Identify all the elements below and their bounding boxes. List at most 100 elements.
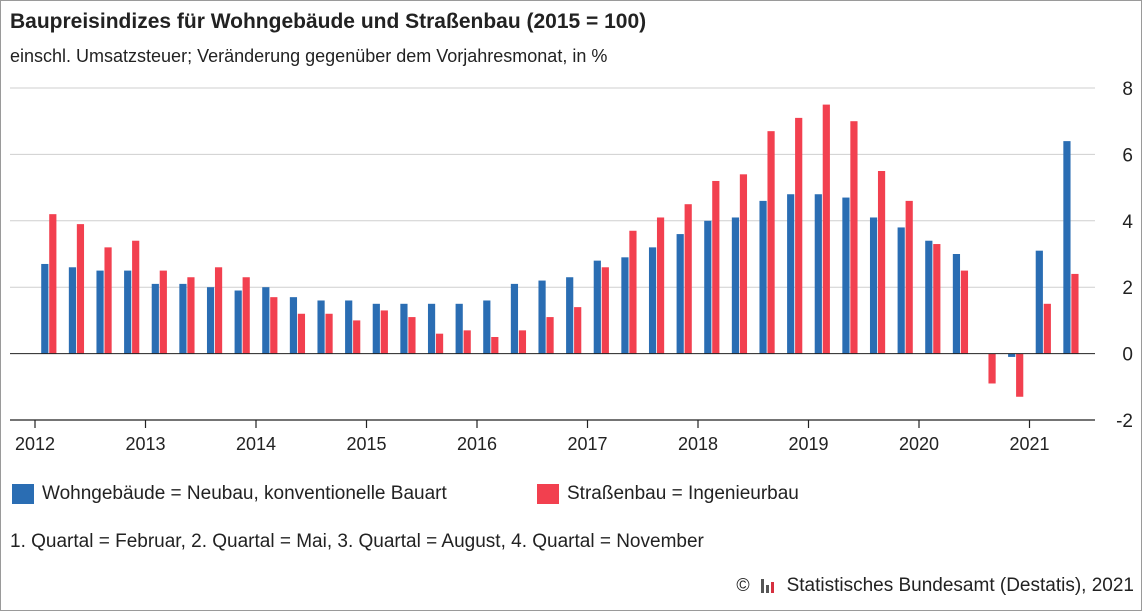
- bar-wohngebaeude: [483, 300, 491, 354]
- bar-chart: -2 0 2 4 6 8 2012 2013 2014 2015 2016 2017 2018 2019 2…: [10, 79, 1133, 454]
- bar-strassenbau: [546, 317, 554, 354]
- bar-strassenbau: [795, 117, 803, 354]
- bar-wohngebaeude: [372, 303, 380, 354]
- legend-label-strassenbau: Straßenbau = Ingenieurbau: [567, 483, 799, 504]
- x-tick-label: 2020: [899, 434, 939, 454]
- bar-strassenbau: [159, 270, 167, 354]
- bar-strassenbau: [822, 104, 830, 354]
- bar-strassenbau: [49, 214, 57, 354]
- bar-strassenbau: [353, 320, 361, 354]
- bar-strassenbau: [629, 230, 637, 354]
- bar-strassenbau: [132, 240, 140, 354]
- bar-wohngebaeude: [759, 200, 767, 354]
- bar-wohngebaeude: [621, 257, 629, 354]
- bar-wohngebaeude: [96, 270, 104, 354]
- bar-wohngebaeude: [262, 287, 270, 354]
- bar-wohngebaeude: [124, 270, 132, 354]
- x-tick-label: 2014: [236, 434, 276, 454]
- bar-wohngebaeude: [814, 194, 822, 354]
- bar-strassenbau: [960, 270, 969, 354]
- bar-wohngebaeude: [538, 280, 546, 354]
- bar-wohngebaeude: [1063, 141, 1071, 354]
- source-text: Statistisches Bundesamt (Destatis), 2021: [786, 575, 1134, 596]
- bar-strassenbau: [1071, 273, 1079, 354]
- bar-wohngebaeude: [704, 220, 712, 354]
- x-tick-label: 2015: [346, 434, 386, 454]
- bar-strassenbau: [850, 121, 858, 354]
- bar-wohngebaeude: [427, 303, 436, 354]
- bar-strassenbau: [1043, 303, 1051, 354]
- bar-wohngebaeude: [566, 277, 574, 354]
- bar-strassenbau: [408, 317, 416, 354]
- bar-wohngebaeude: [869, 217, 878, 354]
- bar-wohngebaeude: [925, 240, 933, 354]
- bar-strassenbau: [988, 353, 996, 384]
- bar-wohngebaeude: [648, 247, 657, 354]
- bar-wohngebaeude: [897, 227, 905, 354]
- bar-wohngebaeude: [510, 283, 519, 354]
- y-tick-label: 8: [1122, 79, 1133, 100]
- bar-wohngebaeude: [234, 290, 242, 354]
- bar-strassenbau: [491, 337, 499, 354]
- bar-strassenbau: [877, 171, 886, 354]
- x-tick-label: 2018: [678, 434, 718, 454]
- bar-wohngebaeude: [345, 300, 353, 354]
- bar-wohngebaeude: [952, 254, 961, 354]
- bar-wohngebaeude: [289, 297, 298, 354]
- legend-label-wohngebaeude: Wohngebäude = Neubau, konventionelle Bau…: [42, 483, 447, 504]
- bar-strassenbau: [574, 307, 582, 354]
- bar-wohngebaeude: [41, 263, 49, 354]
- bar-strassenbau: [656, 217, 665, 354]
- source-line: © Statistisches Bundesamt (Destatis), 20…: [734, 575, 1134, 597]
- bar-wohngebaeude: [151, 283, 159, 354]
- bar-strassenbau: [297, 313, 306, 354]
- bar-wohngebaeude: [787, 194, 795, 354]
- quarter-footnote: 1. Quartal = Februar, 2. Quartal = Mai, …: [10, 531, 704, 552]
- x-tick-label: 2013: [125, 434, 165, 454]
- bar-wohngebaeude: [317, 300, 325, 354]
- bar-strassenbau: [712, 180, 720, 354]
- bar-strassenbau: [214, 267, 223, 354]
- bar-strassenbau: [905, 200, 913, 354]
- copyright-symbol: ©: [736, 575, 750, 595]
- y-tick-label: -2: [1116, 411, 1133, 432]
- bar-wohngebaeude: [842, 197, 850, 354]
- bar-strassenbau: [270, 297, 278, 354]
- bar-strassenbau: [463, 330, 471, 354]
- legend-swatch-strassenbau: [537, 484, 559, 504]
- bar-wohngebaeude: [731, 217, 740, 354]
- y-tick-label: 6: [1122, 145, 1133, 166]
- bar-wohngebaeude: [179, 283, 187, 354]
- y-tick-label: 4: [1122, 212, 1133, 233]
- x-tick-label: 2019: [788, 434, 828, 454]
- bar-wohngebaeude: [593, 260, 601, 354]
- bar-strassenbau: [739, 174, 748, 354]
- bar-strassenbau: [1016, 353, 1024, 397]
- destatis-logo-icon: [759, 577, 777, 593]
- chart-title: Baupreisindizes für Wohngebäude und Stra…: [10, 10, 647, 33]
- x-tick-label: 2021: [1009, 434, 1049, 454]
- x-tick-label: 2017: [567, 434, 607, 454]
- bar-strassenbau: [380, 310, 388, 354]
- x-tick-label: 2016: [457, 434, 497, 454]
- bar-wohngebaeude: [68, 267, 77, 354]
- y-tick-label: 0: [1122, 345, 1133, 366]
- bar-strassenbau: [684, 204, 692, 354]
- bar-strassenbau: [518, 330, 527, 354]
- bar-strassenbau: [435, 333, 444, 354]
- bar-wohngebaeude: [400, 303, 408, 354]
- bar-wohngebaeude: [1035, 250, 1043, 354]
- bar-strassenbau: [325, 313, 333, 354]
- bar-strassenbau: [187, 277, 195, 354]
- bar-strassenbau: [104, 247, 112, 354]
- bar-wohngebaeude: [1008, 353, 1016, 357]
- bar-strassenbau: [242, 277, 250, 354]
- bar-wohngebaeude: [455, 303, 463, 354]
- bar-strassenbau: [601, 267, 609, 354]
- x-tick-label: 2012: [15, 434, 55, 454]
- y-tick-label: 2: [1122, 278, 1133, 299]
- bar-strassenbau: [767, 131, 775, 354]
- bar-strassenbau: [76, 224, 85, 354]
- legend-swatch-wohngebaeude: [12, 484, 34, 504]
